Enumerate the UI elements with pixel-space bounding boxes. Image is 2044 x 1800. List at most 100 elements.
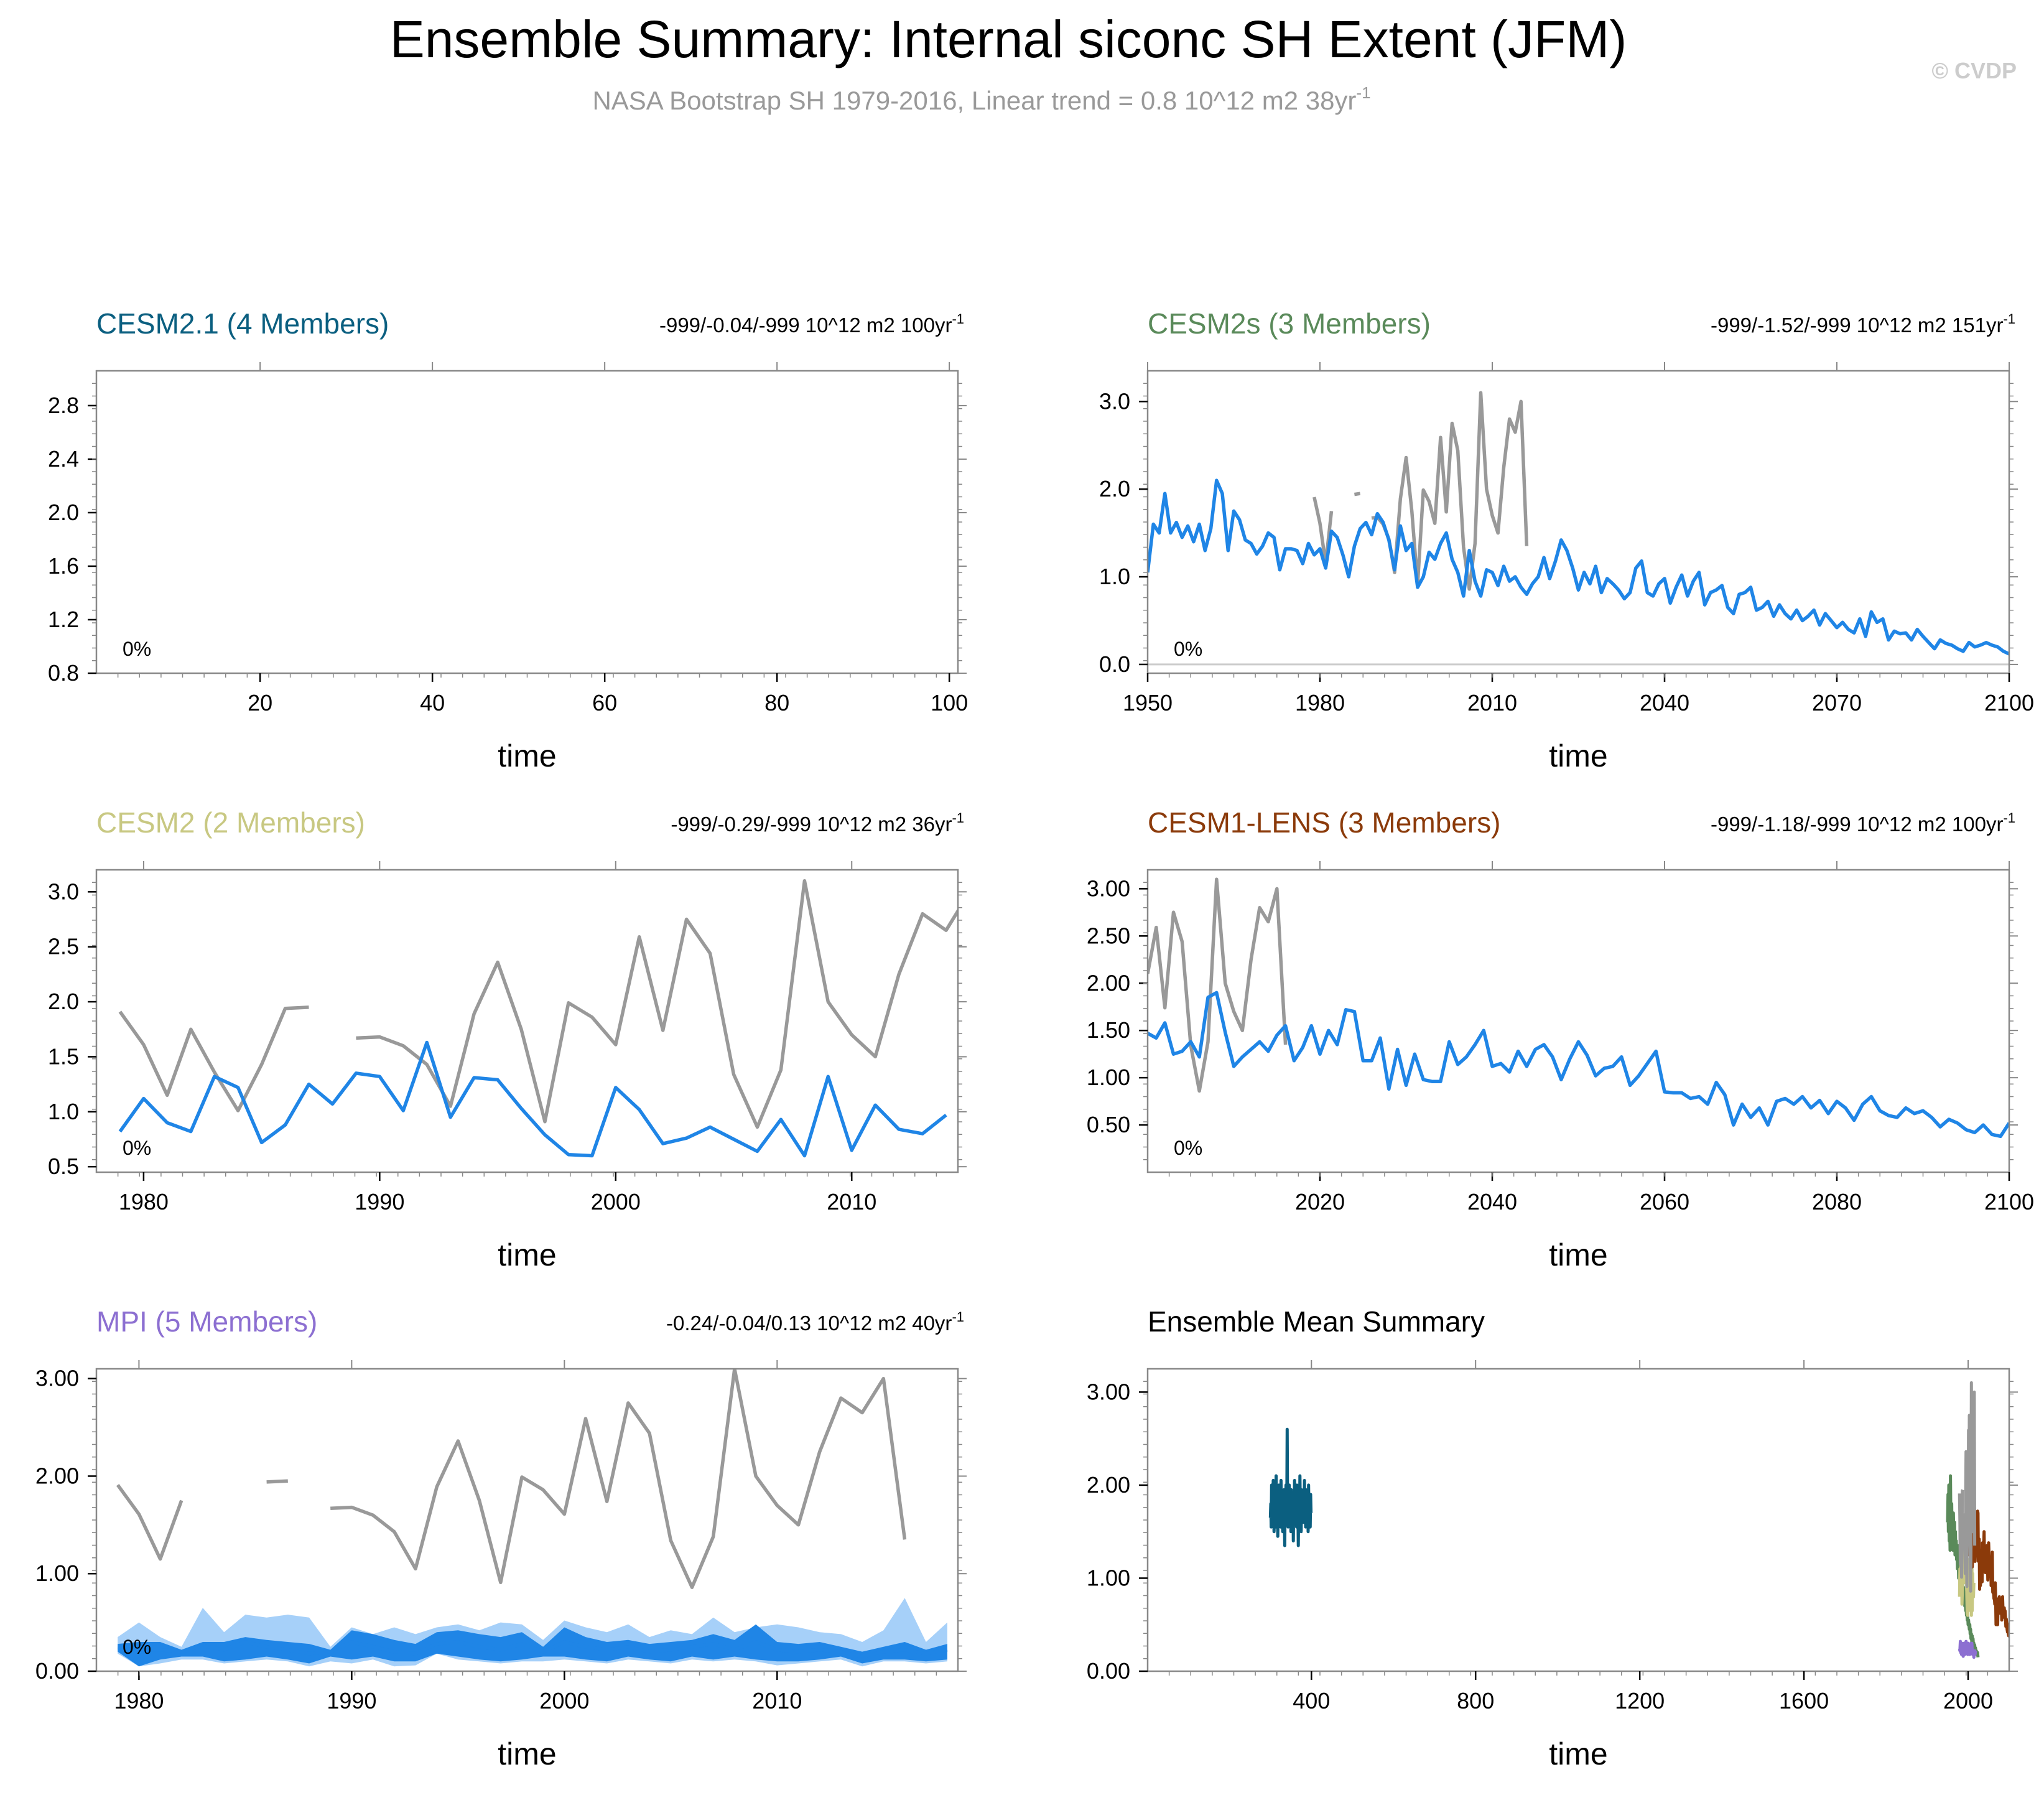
- series-obs: [1958, 1381, 1977, 1593]
- x-tick-label: 100: [931, 690, 968, 716]
- panel-trend-text: -0.24/-0.04/0.13 10^12 m2 40yr: [666, 1312, 952, 1335]
- y-tick-label: 3.0: [1099, 388, 1130, 414]
- panel-trend: -999/-1.18/-999 10^12 m2 100yr-1: [1711, 810, 2015, 836]
- plot-frame: [1146, 370, 2010, 674]
- series-obs: [1148, 877, 1288, 1093]
- panel-trend-text: -999/-0.04/-999 10^12 m2 100yr: [659, 314, 952, 337]
- figure-subtitle-sup: -1: [1356, 83, 1370, 102]
- x-tick-label: 1980: [114, 1688, 164, 1714]
- percent-label: 0%: [123, 1636, 151, 1658]
- y-tick-label: 0.5: [48, 1154, 79, 1179]
- x-axis-label: time: [498, 739, 556, 773]
- plot-area: [1148, 391, 2009, 666]
- y-tick-label: 0.00: [35, 1658, 79, 1684]
- percent-label: 0%: [1174, 1137, 1202, 1159]
- series-ensemble-mean: [117, 1640, 948, 1659]
- plot-frame: [95, 869, 959, 1173]
- panel-trend: -999/-0.04/-999 10^12 m2 100yr-1: [659, 311, 964, 337]
- panel-trend: -999/-1.52/-999 10^12 m2 151yr-1: [1711, 311, 2015, 337]
- y-tick-label: 3.00: [1087, 1379, 1130, 1404]
- y-tick-label: 1.0: [48, 1099, 79, 1124]
- y-tick-label: 2.5: [48, 934, 79, 959]
- x-tick-label: 2070: [1812, 690, 1862, 716]
- series-obs: [1312, 391, 1529, 591]
- series-cesm2.1: [1268, 1427, 1313, 1547]
- series-ensemble-mean: [118, 1040, 947, 1158]
- x-tick-label: 1200: [1615, 1688, 1665, 1714]
- y-tick-label: 1.50: [1087, 1017, 1130, 1043]
- x-tick-label: 40: [420, 690, 445, 716]
- y-tick-label: 1.00: [35, 1560, 79, 1586]
- panel-cesm2: CESM2 (2 Members) -999/-0.29/-999 10^12 m…: [48, 806, 967, 1272]
- y-tick-label: 1.5: [48, 1043, 79, 1069]
- y-tick-label: 2.4: [48, 446, 79, 472]
- y-tick-label: 2.00: [35, 1463, 79, 1488]
- plot-area: [1148, 877, 2009, 1139]
- series-obs: [118, 879, 958, 1129]
- panel-trend: -999/-0.29/-999 10^12 m2 36yr-1: [671, 810, 964, 836]
- y-tick-label: 3.00: [1087, 875, 1130, 901]
- panel-title: CESM2 (2 Members): [96, 806, 365, 839]
- panel-cesm1: CESM1-LENS (3 Members) -999/-1.18/-999 10…: [1087, 806, 2034, 1272]
- y-tick-label: 2.00: [1087, 1472, 1130, 1498]
- x-axis-label: time: [1549, 1737, 1607, 1771]
- percent-label: 0%: [123, 1137, 151, 1159]
- panel-trend-text: -999/-1.52/-999 10^12 m2 151yr: [1711, 314, 2003, 337]
- x-tick-label: 1990: [327, 1688, 376, 1714]
- x-tick-label: 2000: [591, 1189, 641, 1215]
- panel-trend-text: -999/-1.18/-999 10^12 m2 100yr: [1711, 813, 2003, 836]
- figure-subtitle-text: NASA Bootstrap SH 1979-2016, Linear tren…: [592, 86, 1356, 115]
- x-tick-label: 2060: [1640, 1189, 1689, 1215]
- y-tick-label: 3.00: [35, 1366, 79, 1391]
- x-tick-label: 80: [764, 690, 789, 716]
- y-tick-label: 0.8: [48, 660, 79, 686]
- x-tick-label: 2010: [752, 1688, 802, 1714]
- panel-trend-sup: -1: [2003, 810, 2015, 826]
- series-ensemble-mean: [1148, 478, 2009, 656]
- y-tick-label: 3.0: [48, 879, 79, 904]
- x-axis-label: time: [498, 1238, 556, 1272]
- x-tick-label: 1980: [1295, 690, 1345, 716]
- y-tick-label: 2.00: [1087, 970, 1130, 996]
- panels: CESM2.1 (4 Members) -999/-0.04/-999 10^12…: [35, 307, 2034, 1771]
- series-mpi: [1958, 1639, 1977, 1659]
- plot-area: [1268, 1381, 2009, 1659]
- panel-trend-text: -999/-0.29/-999 10^12 m2 36yr: [671, 813, 952, 836]
- y-tick-label: 2.0: [48, 500, 79, 525]
- x-tick-label: 2020: [1295, 1189, 1345, 1215]
- x-axis-label: time: [498, 1737, 556, 1771]
- x-tick-label: 2100: [1984, 690, 2034, 716]
- y-tick-label: 0.0: [1099, 651, 1130, 677]
- panel-trend: -0.24/-0.04/0.13 10^12 m2 40yr-1: [666, 1309, 964, 1335]
- panel-title: CESM2s (3 Members): [1148, 307, 1431, 340]
- plot-area: [118, 879, 958, 1158]
- x-tick-label: 2080: [1812, 1189, 1862, 1215]
- panel-mpi: MPI (5 Members) -0.24/-0.04/0.13 10^12 m2…: [35, 1305, 967, 1771]
- x-axis-label: time: [1549, 739, 1607, 773]
- x-tick-label: 2010: [827, 1189, 876, 1215]
- panel-cesm2s: CESM2s (3 Members) -999/-1.52/-999 10^12 …: [1099, 307, 2034, 773]
- panel-trend-sup: -1: [952, 1309, 964, 1325]
- plot-frame: [95, 1368, 959, 1672]
- y-tick-label: 2.50: [1087, 923, 1130, 948]
- y-tick-label: 2.0: [1099, 476, 1130, 501]
- x-tick-label: 2000: [1943, 1688, 1993, 1714]
- copyright-label: © CVDP: [1931, 58, 2017, 83]
- x-tick-label: 400: [1293, 1688, 1330, 1714]
- panel-title: Ensemble Mean Summary: [1148, 1305, 1485, 1338]
- x-tick-label: 2100: [1984, 1189, 2034, 1215]
- y-tick-label: 1.00: [1087, 1565, 1130, 1590]
- figure-subtitle: NASA Bootstrap SH 1979-2016, Linear tren…: [592, 83, 1370, 115]
- x-axis-label: time: [1549, 1238, 1607, 1272]
- figure-title: Ensemble Summary: Internal siconc SH Ext…: [390, 10, 1627, 68]
- x-tick-label: 1990: [355, 1189, 404, 1215]
- percent-label: 0%: [123, 638, 151, 660]
- y-tick-label: 1.00: [1087, 1065, 1130, 1090]
- y-tick-label: 1.6: [48, 553, 79, 579]
- series-obs: [116, 1369, 907, 1589]
- panel-title: CESM1-LENS (3 Members): [1148, 806, 1500, 839]
- y-tick-label: 2.0: [48, 989, 79, 1014]
- series-ensemble-mean: [1148, 991, 2009, 1139]
- series-cesm1-lens: [1966, 1493, 2009, 1638]
- y-tick-label: 1.2: [48, 607, 79, 632]
